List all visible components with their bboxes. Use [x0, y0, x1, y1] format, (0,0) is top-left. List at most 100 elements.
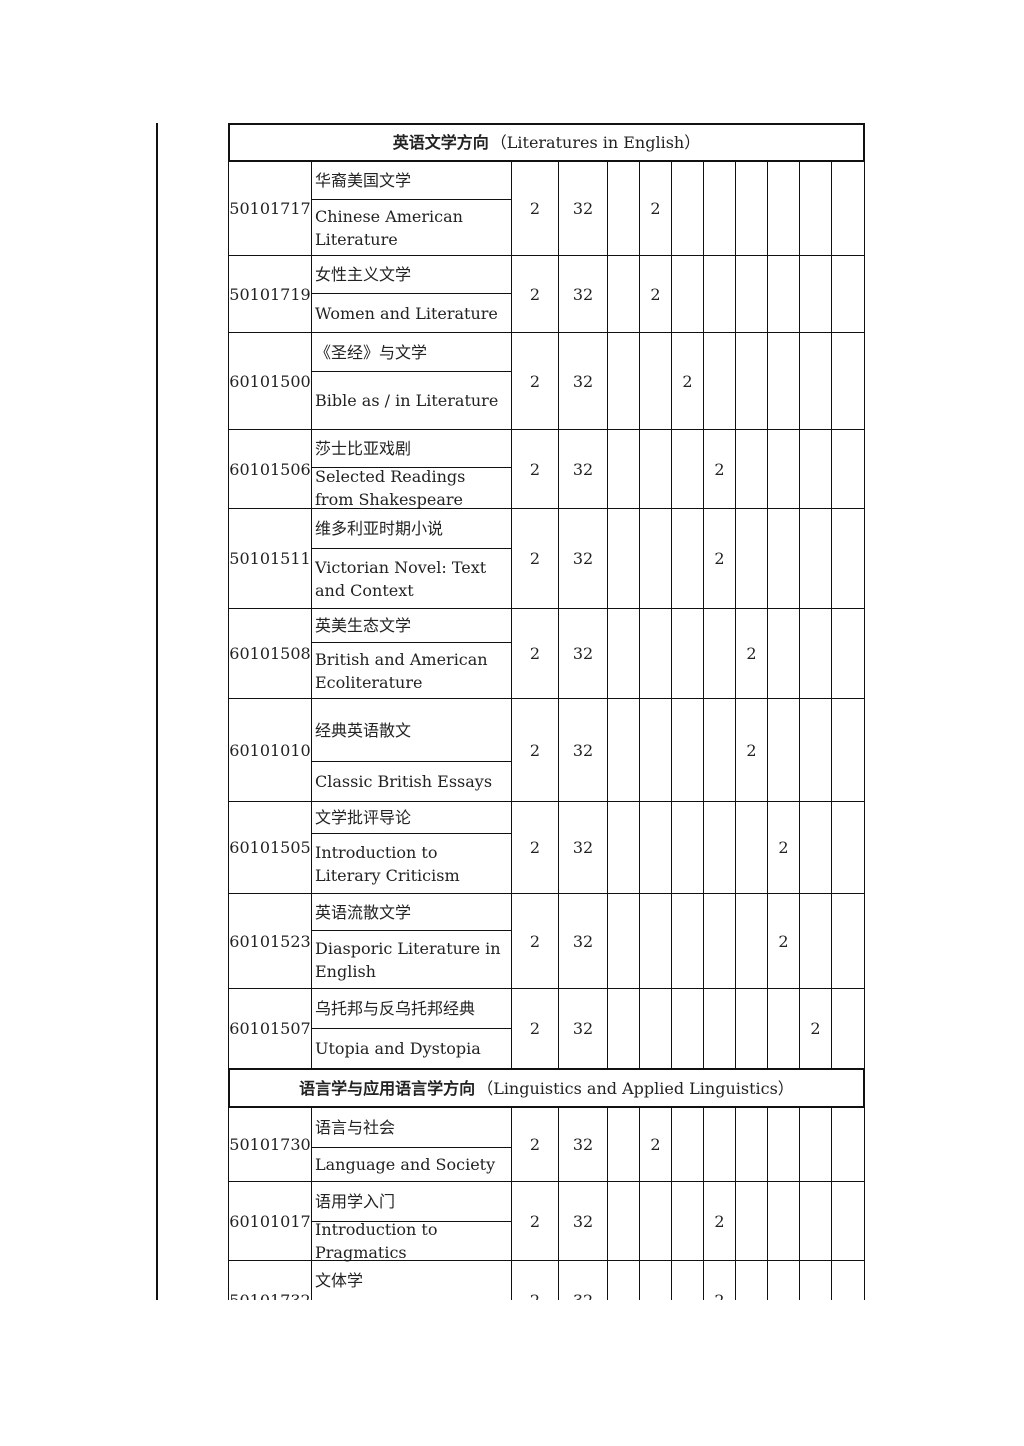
section-header: 语言学与应用语言学方向 （Linguistics and Applied Ling… [228, 1068, 865, 1108]
term-cell [639, 332, 672, 430]
course-code-text: 60101507 [229, 1019, 311, 1038]
course-name-en-text: Language and Society [315, 1155, 496, 1174]
course-code-text: 60101505 [229, 838, 311, 857]
term-cell: 2 [639, 1107, 672, 1182]
term-cell-text: 2 [650, 1135, 661, 1154]
course-credits: 2 [511, 255, 559, 333]
term-cell [703, 698, 736, 802]
term-cell [831, 429, 865, 509]
course-hours: 32 [558, 429, 608, 509]
term-cell [735, 161, 768, 256]
course-code: 60101507 [228, 988, 312, 1069]
term-cell [671, 801, 704, 894]
term-cell [735, 332, 768, 430]
course-credits: 2 [511, 161, 559, 256]
term-cell [639, 893, 672, 989]
term-cell [831, 608, 865, 699]
course-code: 50101730 [228, 1107, 312, 1182]
term-cell [831, 255, 865, 333]
course-credits: 2 [511, 801, 559, 894]
course-hours-text: 32 [572, 459, 594, 479]
course-name-cn-text: 《圣经》与文学 [315, 342, 428, 362]
course-code: 50101719 [228, 255, 312, 333]
term-cell [607, 332, 640, 430]
course-hours: 32 [558, 255, 608, 333]
term-cell [703, 608, 736, 699]
course-credits-text: 2 [529, 931, 541, 951]
term-cell [607, 161, 640, 256]
term-cell [671, 698, 704, 802]
course-name-cn: 语言与社会 [311, 1107, 512, 1148]
section-header: 英语文学方向 （Literatures in English） [228, 123, 865, 162]
term-cell [703, 332, 736, 430]
course-code: 60101505 [228, 801, 312, 894]
term-cell: 2 [639, 255, 672, 333]
section-title-cn: 语言学与应用语言学方向 [299, 1078, 476, 1098]
term-cell-text: 2 [650, 284, 661, 304]
term-cell [767, 255, 800, 333]
course-code-text: 60101010 [229, 740, 311, 760]
term-cell [639, 1181, 672, 1261]
term-cell [639, 988, 672, 1069]
term-cell-text: 2 [714, 1211, 725, 1231]
term-cell-text: 2 [746, 740, 757, 760]
course-name-en: Bible as / in Literature [311, 371, 512, 430]
term-cell [767, 161, 800, 256]
term-cell [831, 801, 865, 894]
course-name-en-text: Classic British Essays [315, 772, 493, 791]
course-code-text: 50101730 [229, 1135, 311, 1154]
term-cell [639, 508, 672, 609]
course-code: 60101010 [228, 698, 312, 802]
course-hours-text: 32 [572, 931, 594, 951]
course-name-cn-text: 女性主义文学 [315, 265, 412, 284]
term-cell [703, 1107, 736, 1182]
term-cell-text: 2 [778, 931, 789, 951]
term-cell [607, 1107, 640, 1182]
course-credits-text: 2 [529, 371, 541, 391]
course-code: 50101511 [228, 508, 312, 609]
course-table: 英语文学方向 （Literatures in English） 50101717 华裔… [228, 123, 865, 1300]
course-code-text: 50101511 [229, 549, 311, 568]
term-cell [607, 608, 640, 699]
course-credits-text: 2 [529, 1019, 541, 1038]
term-cell [639, 801, 672, 894]
course-hours: 32 [558, 332, 608, 430]
term-cell-text: 2 [682, 371, 693, 391]
course-name-cn-text: 英语流散文学 [315, 902, 412, 922]
term-cell: 2 [671, 332, 704, 430]
course-name-cn: 文体学 [311, 1260, 512, 1300]
course-name-en-text: Bible as / in Literature [315, 391, 499, 410]
course-name-en: Diasporic Literature in English [311, 930, 512, 989]
course-name-cn: 经典英语散文 [311, 698, 512, 762]
course-hours: 32 [558, 801, 608, 894]
term-cell [767, 988, 800, 1069]
course-credits: 2 [511, 508, 559, 609]
course-name-en-text: Diasporic Literature in English [315, 938, 501, 981]
course-name-en: British and American Ecoliterature [311, 642, 512, 699]
course-hours-text: 32 [573, 1289, 593, 1300]
course-name-en: Women and Literature [311, 293, 512, 333]
course-hours-text: 32 [572, 740, 594, 760]
term-cell-text: 2 [650, 199, 661, 218]
term-cell [831, 893, 865, 989]
term-cell [671, 1260, 704, 1300]
term-cell: 2 [799, 988, 832, 1069]
course-code: 50101717 [228, 161, 312, 256]
term-cell [607, 429, 640, 509]
course-credits: 2 [511, 608, 559, 699]
course-hours: 32 [558, 608, 608, 699]
term-cell [607, 988, 640, 1069]
term-cell: 2 [703, 1260, 736, 1300]
course-name-en-text: Victorian Novel: Text and Context [315, 557, 487, 600]
term-cell [799, 255, 832, 333]
term-cell [735, 801, 768, 894]
course-credits: 2 [511, 1260, 559, 1300]
term-cell: 2 [703, 429, 736, 509]
term-cell [831, 988, 865, 1069]
course-name-cn: 语用学入门 [311, 1181, 512, 1222]
course-code-text: 60101506 [229, 459, 311, 479]
term-cell-text: 2 [810, 1019, 821, 1038]
term-cell [703, 988, 736, 1069]
course-name-en: Utopia and Dystopia [311, 1028, 512, 1069]
term-cell [671, 893, 704, 989]
